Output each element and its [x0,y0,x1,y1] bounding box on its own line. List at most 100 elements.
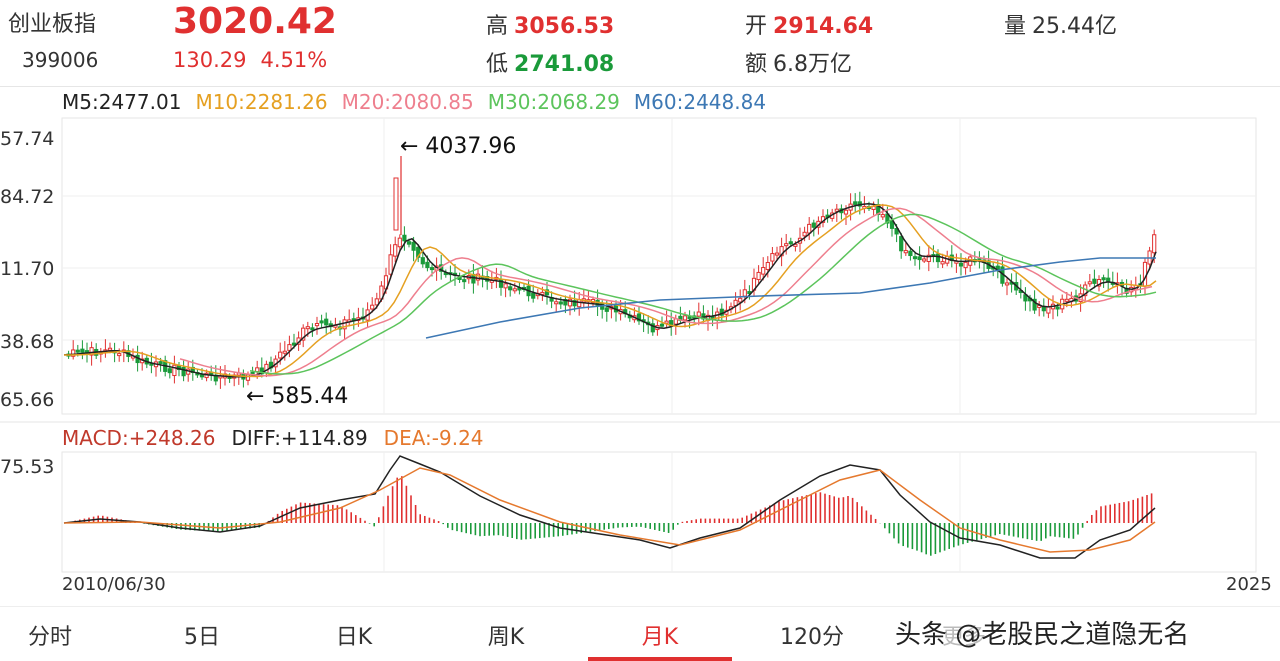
price-change: 130.29 4.51% [173,48,327,72]
chart-grid [0,117,1280,573]
candle-body [636,313,642,322]
candle-body [107,347,113,351]
candle-body [310,327,315,331]
ma-legend: M5:2477.01 M10:2281.26 M20:2080.85 M30:2068… [62,90,780,114]
candle-body [935,253,941,263]
low-field: 低 2741.08 [486,46,614,78]
candle-body [245,374,251,381]
change-percent: 4.51% [260,48,328,72]
candle-body [554,301,559,305]
period-tabs: 分时 5日 日K 周K 月K 120分 更多 [0,606,1280,661]
candle-body [650,323,655,333]
price-panel-frame [61,117,1257,415]
candle-body [475,273,481,281]
candle-body [807,223,812,234]
candle-body [393,244,398,257]
candle-body [1101,277,1106,281]
candle-body [259,367,264,375]
change-value: 130.29 [173,48,247,72]
candle-body [756,271,761,281]
candle-body [291,342,297,346]
candle-body [393,177,399,231]
candle-body [802,231,807,237]
tab-intraday[interactable]: 分时 [27,625,72,650]
candle-body [411,241,416,251]
candle-body [324,318,329,326]
open-value: 2914.64 [773,14,874,39]
candle-body [963,261,968,269]
candle-body [912,256,918,260]
candle-body [167,368,172,374]
candle-body [761,267,766,275]
tab-5day[interactable]: 5日 [184,625,220,650]
candle-body [1046,306,1051,314]
low-value: 2741.08 [514,52,615,77]
candle-body [1055,306,1060,310]
amount-value: 6.8万亿 [773,52,853,77]
tab-more[interactable]: 更多 [941,625,986,650]
candle-body [319,320,324,324]
ma30-line [249,213,1157,375]
ma20-legend: M20:2080.85 [341,90,474,114]
ma60-line [425,257,1156,339]
candle-body [402,234,407,242]
candle-body [512,288,517,292]
candle-body [788,241,793,245]
start-date: 2010/06/30 [62,574,166,595]
candle-body [172,364,177,377]
open-field: 开 2914.64 [745,8,873,40]
candle-body [563,299,568,306]
candle-body [738,297,743,303]
candle-body [1032,298,1037,311]
candle-body [117,353,122,357]
tab-weekly-k[interactable]: 周K [487,625,525,650]
watermark-text: 头条 @老股民之道隐无名 [895,620,1190,650]
candle-body [572,300,577,307]
ma20-line [179,207,1153,377]
candle-body [406,241,412,245]
candle-body [278,351,283,359]
ma5-legend: M5:2477.01 [62,90,182,114]
kline-chart[interactable] [0,0,1280,606]
dea-value: DEA:-9.24 [383,426,484,450]
candle-body [659,323,665,327]
tab-120min[interactable]: 120分 [780,625,844,650]
price-axis-label: 57.74 [0,128,55,150]
index-code: 399006 [22,48,99,72]
price-axis-label: 11.70 [0,258,55,280]
candle-body [917,256,922,261]
candle-body [940,261,945,265]
candle-body [774,252,780,256]
candle-body [765,262,770,270]
candle-body [89,347,94,356]
dea-line [63,467,1156,553]
tab-daily-k[interactable]: 日K [335,625,373,650]
open-label: 开 [745,14,768,39]
amount-label: 额 [745,52,768,77]
candle-body [687,316,692,320]
end-date: 2025 [1226,574,1272,595]
candle-body [388,254,393,275]
candle-body [540,291,545,295]
candle-body [696,311,701,317]
candle-body [301,327,306,341]
macd-legend: MACD:+248.26 DIFF:+114.89 DEA:-9.24 [62,426,500,450]
candle-body [370,304,375,310]
candle-body [894,228,899,235]
tab-monthly-k[interactable]: 月K [641,625,679,650]
candle-body [287,344,292,351]
candle-body [793,243,798,247]
candle-body [604,307,609,312]
candle-body [462,279,467,283]
candle-body [1096,279,1102,287]
candle-body [1041,306,1046,312]
candle-body [425,261,430,269]
quote-header: 创业板指 399006 3020.42 130.29 4.51% 高 3056.53… [0,0,1280,86]
min-price-annotation: ← 585.44 [246,384,349,409]
candle-body [903,250,908,254]
ma5-line [63,203,1157,378]
candle-body [1152,234,1157,254]
macd-panel [63,455,1156,559]
last-price: 3020.42 [173,1,337,42]
candle-body [664,320,669,324]
